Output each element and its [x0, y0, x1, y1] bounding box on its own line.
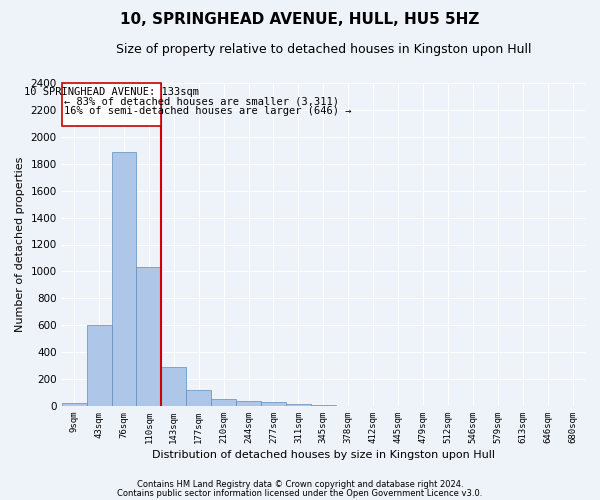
Bar	[62, 404, 86, 406]
Text: Contains public sector information licensed under the Open Government Licence v3: Contains public sector information licen…	[118, 488, 482, 498]
Text: 10 SPRINGHEAD AVENUE: 133sqm: 10 SPRINGHEAD AVENUE: 133sqm	[24, 87, 199, 97]
Bar	[136, 268, 161, 406]
Bar	[211, 399, 236, 406]
Y-axis label: Number of detached properties: Number of detached properties	[15, 157, 25, 332]
Text: Contains HM Land Registry data © Crown copyright and database right 2024.: Contains HM Land Registry data © Crown c…	[137, 480, 463, 489]
Bar	[62, 83, 161, 126]
Title: Size of property relative to detached houses in Kingston upon Hull: Size of property relative to detached ho…	[116, 42, 531, 56]
Bar	[286, 404, 311, 406]
X-axis label: Distribution of detached houses by size in Kingston upon Hull: Distribution of detached houses by size …	[152, 450, 495, 460]
Bar	[112, 152, 136, 406]
Bar	[161, 367, 186, 406]
Bar	[236, 400, 261, 406]
Bar	[261, 402, 286, 406]
Text: 10, SPRINGHEAD AVENUE, HULL, HU5 5HZ: 10, SPRINGHEAD AVENUE, HULL, HU5 5HZ	[121, 12, 479, 28]
Text: ← 83% of detached houses are smaller (3,311): ← 83% of detached houses are smaller (3,…	[64, 96, 339, 106]
Bar	[186, 390, 211, 406]
Text: 16% of semi-detached houses are larger (646) →: 16% of semi-detached houses are larger (…	[64, 106, 352, 116]
Bar	[86, 325, 112, 406]
